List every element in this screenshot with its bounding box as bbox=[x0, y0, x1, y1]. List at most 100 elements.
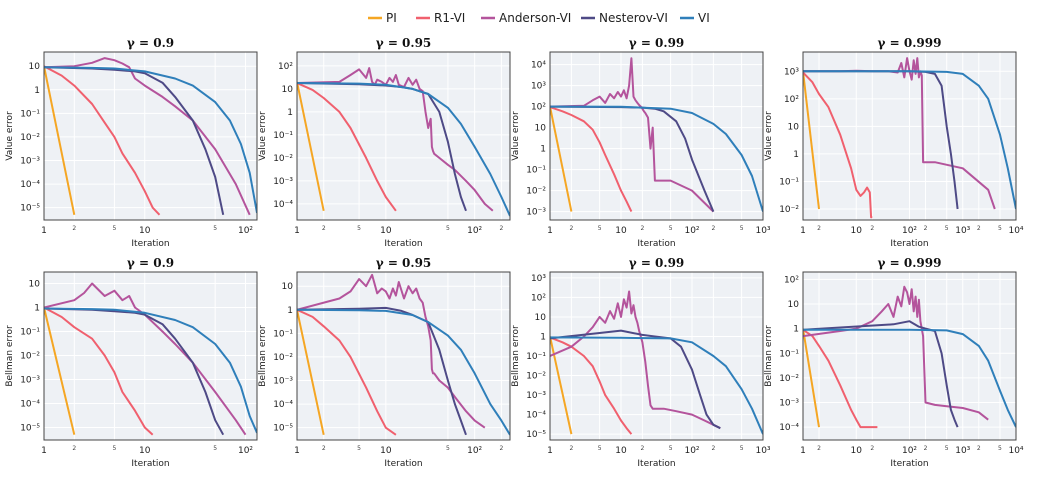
subplot-title: γ = 0.99 bbox=[629, 256, 685, 270]
x-tick-label: 10⁴ bbox=[1008, 446, 1023, 456]
series-line-vi bbox=[803, 70, 1016, 210]
y-tick-label: 10² bbox=[784, 275, 799, 285]
x-tick-label: 10² bbox=[684, 446, 699, 456]
series-line-nesterov-vi bbox=[44, 66, 225, 216]
x-tick-label: 1 bbox=[41, 226, 47, 236]
y-axis-label: Value error bbox=[764, 111, 774, 161]
series-line-r1-vi bbox=[550, 106, 633, 213]
series-group bbox=[44, 57, 257, 216]
y-tick-label: 1 bbox=[793, 150, 799, 160]
x-tick-label: 1 bbox=[294, 446, 300, 456]
x-tick-label: 5 bbox=[598, 225, 602, 232]
x-tick-label: 5 bbox=[357, 225, 361, 232]
y-tick-label: 10⁻² bbox=[526, 372, 546, 382]
y-tick-label: 10⁻³ bbox=[779, 399, 799, 409]
y-tick-label: 10⁻³ bbox=[20, 375, 40, 385]
y-tick-label: 10³ bbox=[531, 82, 546, 92]
y-tick-label: 10⁻¹ bbox=[526, 352, 546, 362]
legend-item-pi[interactable]: PI bbox=[368, 11, 397, 25]
series-group bbox=[803, 285, 1016, 429]
series-group bbox=[550, 57, 763, 213]
series-line-r1-vi bbox=[803, 328, 878, 429]
x-tick-label: 5 bbox=[213, 225, 217, 232]
x-tick-label: 10² bbox=[902, 226, 917, 236]
subplot-title: γ = 0.999 bbox=[878, 256, 942, 270]
x-tick-label: 5 bbox=[669, 445, 673, 452]
y-tick-label: 10⁻¹ bbox=[20, 327, 40, 337]
legend-item-nesterov-vi[interactable]: Nesterov-VI bbox=[581, 11, 668, 25]
series-line-vi bbox=[550, 105, 763, 212]
y-axis-label: Bellman error bbox=[764, 325, 774, 387]
y-tick-label: 10³ bbox=[784, 67, 799, 77]
y-tick-label: 10⁻³ bbox=[273, 177, 293, 187]
subplot-title: γ = 0.99 bbox=[629, 36, 685, 50]
x-tick-label: 2 bbox=[711, 445, 715, 452]
plot-area bbox=[550, 52, 763, 220]
x-tick-label: 2 bbox=[977, 445, 981, 452]
x-tick-label: 5 bbox=[740, 445, 744, 452]
y-axis-label: Bellman error bbox=[511, 325, 521, 387]
y-tick-label: 10⁻⁴ bbox=[526, 411, 546, 421]
x-tick-label: 5 bbox=[998, 225, 1002, 232]
x-tick-label: 2 bbox=[640, 225, 644, 232]
legend-item-r1-vi[interactable]: R1-VI bbox=[416, 11, 465, 25]
series-line-pi bbox=[550, 106, 573, 212]
y-tick-label: 10⁻² bbox=[526, 187, 546, 197]
x-tick-label: 2 bbox=[924, 225, 928, 232]
y-tick-label: 10⁻² bbox=[779, 374, 799, 384]
y-tick-label: 10² bbox=[784, 95, 799, 105]
series-line-pi bbox=[44, 307, 76, 435]
plot-area bbox=[44, 52, 257, 220]
x-axis-label: Iteration bbox=[131, 459, 169, 469]
series-line-r1-vi bbox=[44, 65, 161, 216]
y-tick-label: 10⁴ bbox=[531, 61, 546, 71]
y-tick-label: 10⁻⁴ bbox=[20, 180, 40, 190]
y-tick-label: 10⁻⁴ bbox=[273, 200, 293, 210]
legend-item-anderson-vi[interactable]: Anderson-VI bbox=[481, 11, 571, 25]
x-axis-label: Iteration bbox=[890, 459, 928, 469]
subplots: 1 2 5 10 5 10² 10 1 10⁻¹ 10⁻² 10⁻³ 10⁻⁴ 10⁻⁵ γ = 0.9 I… bbox=[5, 36, 1024, 469]
series-line-vi bbox=[297, 82, 510, 217]
series-group bbox=[44, 282, 257, 436]
x-tick-label: 2 bbox=[499, 225, 503, 232]
x-tick-label: 10 bbox=[380, 226, 392, 236]
y-axis-label: Value error bbox=[258, 111, 268, 161]
y-tick-label: 10⁻¹ bbox=[779, 349, 799, 359]
x-tick-label: 1 bbox=[294, 226, 300, 236]
legend-item-vi[interactable]: VI bbox=[680, 11, 710, 25]
series-line-anderson-vi bbox=[803, 285, 989, 421]
subplot-title: γ = 0.9 bbox=[127, 256, 174, 270]
y-tick-label: 10 bbox=[788, 122, 800, 132]
subplot-r1c3: 1 2 10 2 10² 2 5 10³ 2 5 10⁴ 10² 10 1 10⁻¹ 10⁻² 10⁻³ 10⁻⁴… bbox=[764, 256, 1024, 469]
subplot-title: γ = 0.9 bbox=[127, 36, 174, 50]
x-axis-label: Iteration bbox=[131, 239, 169, 249]
x-tick-label: 10² bbox=[467, 226, 482, 236]
plot-frame bbox=[296, 51, 511, 221]
series-line-vi bbox=[550, 336, 763, 435]
x-tick-label: 10² bbox=[467, 446, 482, 456]
subplot-r1c0: 1 2 5 10 5 10² 10 1 10⁻¹ 10⁻² 10⁻³ 10⁻⁴ 10⁻⁵ γ = 0.9 I… bbox=[5, 256, 258, 469]
x-tick-label: 5 bbox=[446, 225, 450, 232]
x-tick-label: 10² bbox=[684, 226, 699, 236]
x-tick-label: 10³ bbox=[955, 446, 970, 456]
series-group bbox=[550, 290, 763, 435]
y-tick-label: 10⁻³ bbox=[526, 208, 546, 218]
series-line-pi bbox=[803, 328, 820, 428]
series-line-vi bbox=[44, 307, 257, 434]
y-tick-label: 10⁻² bbox=[779, 205, 799, 215]
x-tick-label: 5 bbox=[113, 445, 117, 452]
series-line-r1-vi bbox=[297, 308, 397, 436]
x-axis-label: Iteration bbox=[637, 239, 675, 249]
y-tick-label: 10² bbox=[531, 103, 546, 113]
x-tick-label: 10³ bbox=[755, 226, 770, 236]
x-tick-label: 5 bbox=[945, 445, 949, 452]
series-line-pi bbox=[550, 336, 573, 435]
x-axis-label: Iteration bbox=[384, 239, 422, 249]
plot-frame bbox=[43, 51, 258, 221]
subplot-r1c2: 1 2 5 10 2 5 10² 2 5 10³ 10³ 10² 10 1 10⁻¹ 10⁻² 10⁻³ 10⁻⁴… bbox=[511, 256, 771, 469]
series-line-pi bbox=[44, 66, 76, 215]
x-tick-label: 10² bbox=[902, 446, 917, 456]
series-line-pi bbox=[297, 309, 325, 436]
y-tick-label: 10⁻¹ bbox=[526, 166, 546, 176]
y-tick-label: 10⁻³ bbox=[20, 157, 40, 167]
